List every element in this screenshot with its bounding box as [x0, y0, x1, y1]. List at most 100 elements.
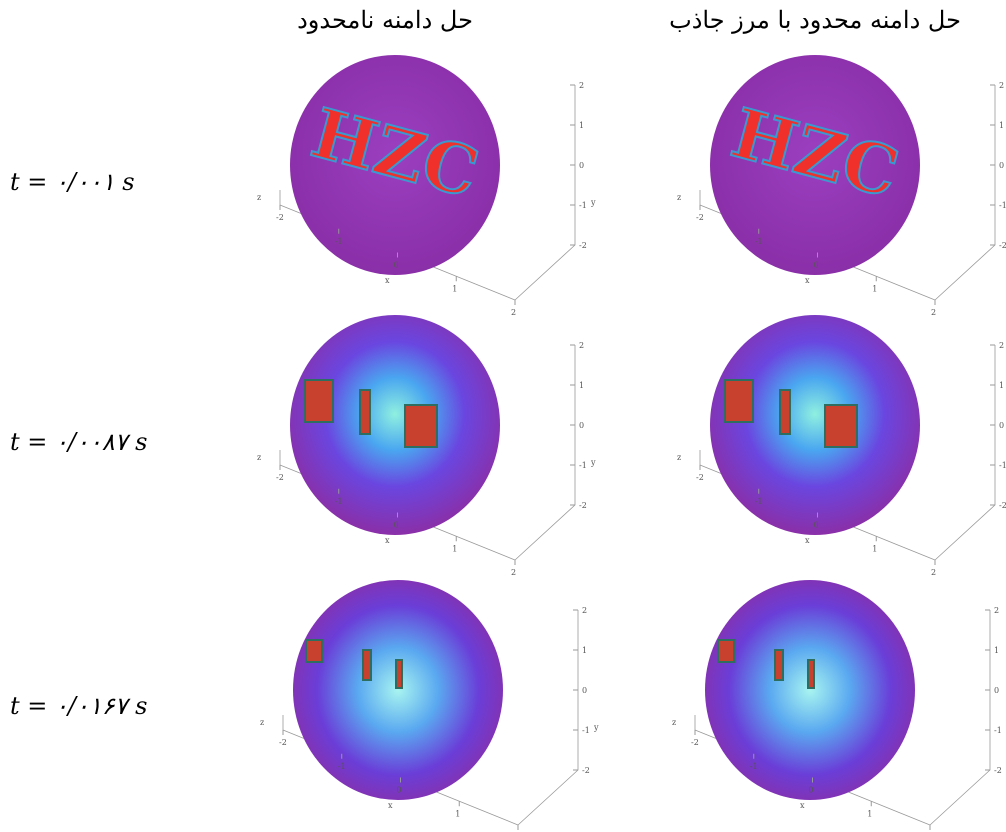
tick-label: 2 — [579, 81, 584, 90]
axis-name: z — [677, 193, 681, 202]
peak — [359, 389, 371, 435]
tick-label: 1 — [582, 646, 587, 655]
row-label: t = ۰/۰۰۸۷ s — [10, 428, 148, 456]
tick-label: -1 — [335, 497, 343, 506]
tick-label: 2 — [931, 308, 936, 317]
axis-line — [934, 345, 996, 561]
tick-label: -2 — [999, 501, 1006, 510]
tick-label: 0 — [397, 786, 402, 795]
peak — [779, 389, 791, 435]
tick-label: 0 — [814, 261, 819, 270]
tick-label: -1 — [579, 461, 587, 470]
tick-label: 2 — [511, 568, 516, 577]
tick-label: 2 — [931, 568, 936, 577]
tick-label: -1 — [750, 762, 758, 771]
disk — [710, 55, 920, 275]
tick-label: 1 — [455, 809, 460, 818]
tick-label: 2 — [582, 606, 587, 615]
axis-name: x — [805, 536, 810, 545]
tick-label: 0 — [999, 421, 1004, 430]
tick-label: -2 — [696, 473, 704, 482]
tick-label: 2 — [999, 341, 1004, 350]
tick-label: 1 — [579, 381, 584, 390]
tick-label: -1 — [755, 497, 763, 506]
axis-name: z — [257, 453, 261, 462]
tick-label: 1 — [872, 544, 877, 553]
tick-label: 1 — [867, 809, 872, 818]
peak — [362, 649, 372, 681]
tick-label: 2 — [994, 606, 999, 615]
axis-line — [514, 345, 576, 561]
axis-name: y — [590, 458, 596, 467]
tick-label: 0 — [809, 786, 814, 795]
tick-label: -2 — [579, 241, 587, 250]
tick-label: 1 — [579, 121, 584, 130]
tick-label: -2 — [696, 213, 704, 222]
peak — [404, 404, 438, 448]
tick-label: 1 — [452, 544, 457, 553]
tick-label: -1 — [999, 461, 1006, 470]
peak — [807, 659, 815, 689]
column-header: حل دامنه نامحدود — [297, 6, 473, 34]
peak — [717, 639, 735, 663]
disk — [290, 315, 500, 535]
tick-label: -2 — [276, 473, 284, 482]
tick-label: -2 — [691, 738, 699, 747]
axis-line — [517, 610, 579, 826]
tick-label: 0 — [814, 521, 819, 530]
axis-name: z — [672, 718, 676, 727]
axis-line — [514, 85, 576, 301]
disk — [710, 315, 920, 535]
tick-label: 0 — [579, 421, 584, 430]
tick-label: 0 — [579, 161, 584, 170]
disk — [705, 580, 915, 800]
tick-label: -2 — [579, 501, 587, 510]
tick-label: -1 — [999, 201, 1006, 210]
tick-label: 0 — [394, 521, 399, 530]
axis-name: x — [385, 536, 390, 545]
tick-label: 2 — [999, 81, 1004, 90]
peak — [774, 649, 784, 681]
axis-name: z — [257, 193, 261, 202]
tick-label: -2 — [999, 241, 1006, 250]
disk — [293, 580, 503, 800]
tick-label: -1 — [335, 237, 343, 246]
tick-label: -1 — [994, 726, 1002, 735]
tick-label: -1 — [579, 201, 587, 210]
axis-line — [934, 85, 996, 301]
row-label: t = ۰/۰۰۱ s — [10, 168, 135, 196]
tick-label: -2 — [582, 766, 590, 775]
tick-label: 1 — [452, 284, 457, 293]
axis-name: x — [805, 276, 810, 285]
axis-name: z — [677, 453, 681, 462]
tick-label: 2 — [511, 308, 516, 317]
peak — [304, 379, 334, 423]
axis-name: x — [388, 801, 393, 810]
tick-label: 1 — [872, 284, 877, 293]
tick-label: 2 — [579, 341, 584, 350]
tick-label: -1 — [582, 726, 590, 735]
peak — [824, 404, 858, 448]
tick-label: -2 — [279, 738, 287, 747]
column-header: حل دامنه محدود با مرز جاذب — [669, 6, 961, 34]
axis-name: x — [800, 801, 805, 810]
tick-label: -1 — [338, 762, 346, 771]
axis-name: y — [593, 723, 599, 732]
tick-label: 1 — [999, 381, 1004, 390]
tick-label: -1 — [755, 237, 763, 246]
disk — [290, 55, 500, 275]
peak — [395, 659, 403, 689]
tick-label: 0 — [999, 161, 1004, 170]
axis-name: y — [590, 198, 596, 207]
tick-label: -2 — [276, 213, 284, 222]
axis-name: z — [260, 718, 264, 727]
tick-label: 0 — [582, 686, 587, 695]
surface-plot: -2 -1 0 1 2 x 2 1 0 -1 -2 y z — [257, 315, 596, 577]
